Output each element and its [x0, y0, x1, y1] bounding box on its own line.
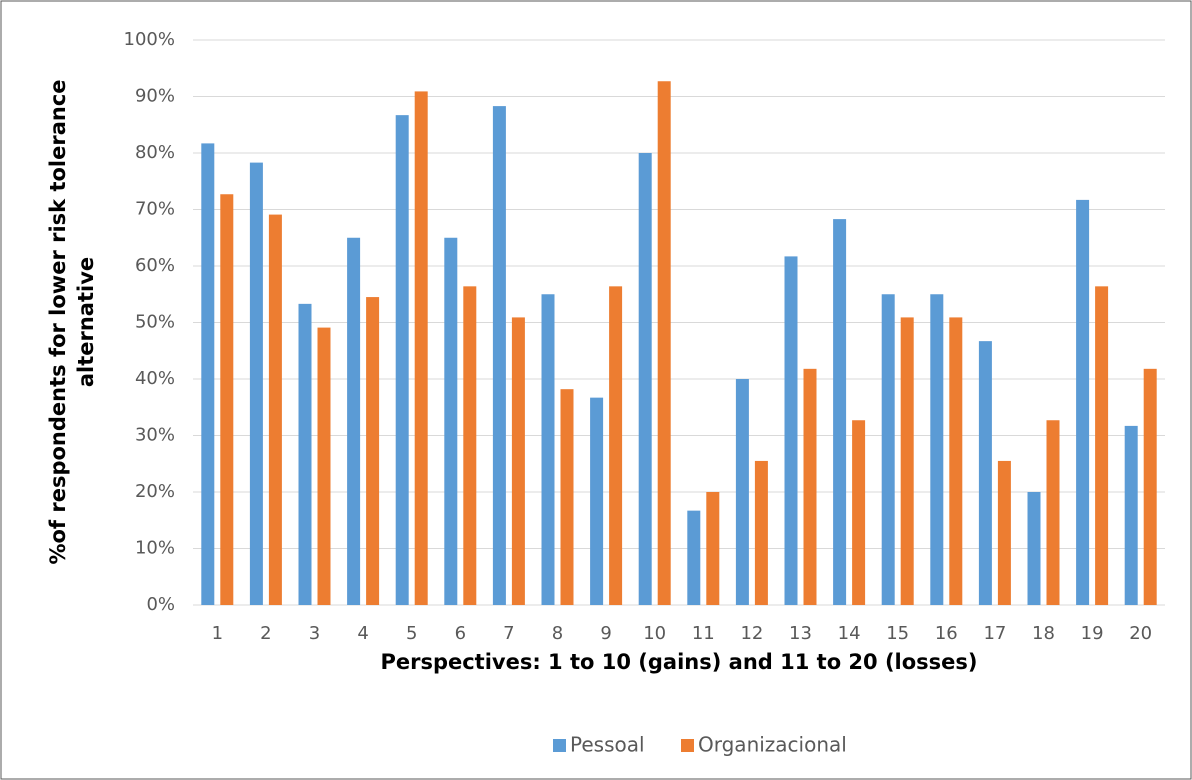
bar — [833, 219, 847, 606]
bar — [590, 397, 604, 605]
bar — [1076, 199, 1090, 605]
bar — [930, 294, 944, 605]
x-axis-label: Perspectives: 1 to 10 (gains) and 11 to … — [380, 650, 977, 674]
x-tick-label: 10 — [643, 623, 666, 644]
bar — [949, 317, 963, 605]
x-tick-label: 8 — [552, 623, 563, 644]
x-tick-label: 4 — [357, 623, 368, 644]
bar — [803, 368, 817, 605]
y-tick-label: 30% — [135, 425, 175, 446]
x-tick-label: 7 — [503, 623, 514, 644]
bar — [657, 81, 671, 606]
bar — [444, 237, 458, 605]
y-tick-label: 100% — [124, 29, 175, 50]
y-tick-label: 70% — [135, 199, 175, 220]
x-tick-label: 2 — [260, 623, 271, 644]
x-tick-label: 9 — [600, 623, 611, 644]
x-tick-label: 12 — [740, 623, 763, 644]
y-tick-label: 10% — [135, 538, 175, 559]
bar — [881, 294, 895, 605]
x-tick-label: 1 — [212, 623, 223, 644]
y-tick-label: 40% — [135, 368, 175, 389]
x-tick-label: 13 — [789, 623, 812, 644]
y-tick-label: 60% — [135, 255, 175, 276]
bar — [1095, 286, 1109, 605]
bar — [784, 256, 798, 605]
x-tick-label: 20 — [1129, 623, 1152, 644]
bar — [638, 153, 652, 605]
x-tick-label: 19 — [1081, 623, 1104, 644]
bar — [492, 106, 506, 605]
bar — [220, 194, 234, 605]
x-tick-label: 15 — [886, 623, 909, 644]
bar — [1027, 492, 1041, 605]
x-tick-label: 18 — [1032, 623, 1055, 644]
x-tick-label: 5 — [406, 623, 417, 644]
bar — [347, 237, 361, 605]
bar — [511, 317, 525, 605]
bar — [298, 303, 312, 605]
legend-swatch — [681, 739, 694, 752]
bar — [978, 341, 992, 605]
y-tick-label: 20% — [135, 481, 175, 502]
x-tick-label: 14 — [838, 623, 861, 644]
bar — [609, 286, 623, 605]
legend-label: Pessoal — [570, 733, 645, 757]
bar — [735, 379, 749, 605]
bar — [541, 294, 555, 605]
y-tick-label: 0% — [146, 594, 175, 615]
legend-label: Organizacional — [698, 733, 847, 757]
bar — [560, 389, 574, 605]
bar — [268, 214, 282, 605]
x-tick-label: 6 — [455, 623, 466, 644]
bar — [1143, 368, 1157, 605]
bar — [1046, 420, 1060, 605]
bar — [706, 492, 720, 605]
legend-swatch — [553, 739, 566, 752]
bar — [317, 327, 331, 605]
y-tick-label: 90% — [135, 86, 175, 107]
bar — [366, 297, 380, 605]
y-tick-label: 80% — [135, 142, 175, 163]
x-tick-label: 17 — [983, 623, 1006, 644]
y-axis-label: %of respondents for lower risk tolerance… — [46, 79, 98, 565]
bar — [997, 460, 1011, 605]
bar — [852, 420, 866, 605]
y-tick-label: 50% — [135, 312, 175, 333]
bar — [754, 460, 768, 605]
x-tick-label: 16 — [935, 623, 958, 644]
bar — [249, 162, 263, 606]
x-tick-label: 3 — [309, 623, 320, 644]
bar — [395, 115, 409, 606]
bar — [201, 143, 215, 605]
bar — [687, 510, 701, 605]
bar — [414, 91, 428, 606]
bar — [900, 317, 914, 605]
x-tick-label: 11 — [692, 623, 715, 644]
bar — [1124, 425, 1138, 605]
bar — [463, 286, 477, 605]
